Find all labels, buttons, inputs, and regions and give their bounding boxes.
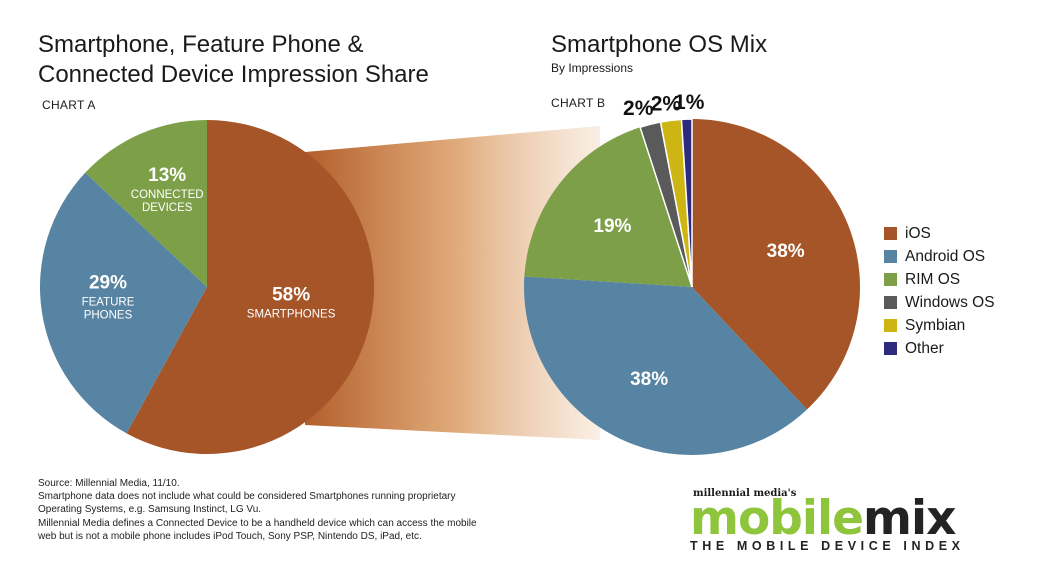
chart-a-title-line-2: Connected Device Impression Share (38, 61, 429, 88)
source-line-3: Operating Systems, e.g. Samsung Instinct… (38, 504, 262, 516)
chart-b-value-label-symbian: 2% (651, 93, 682, 116)
chart-b-value-label-other: 1% (674, 91, 705, 114)
legend-item-other: Other (884, 337, 995, 360)
legend-item-ios: iOS (884, 222, 995, 245)
source-line-2: Smartphone data does not include what co… (38, 491, 456, 503)
legend-label-android: Android OS (905, 247, 986, 265)
chart-b-slice-ios (692, 119, 860, 410)
logo-wordmark-mobile: mobile (690, 491, 864, 546)
chart-b-pie: 38%38%19%2%2%1% (523, 91, 860, 456)
chart-a-name-label-smartphones-1: SMARTPHONES (247, 309, 336, 321)
logo-company-name: millennial media's (693, 488, 797, 499)
legend-swatch-ios (884, 227, 897, 240)
chart-a-slice-feature-phones (40, 172, 208, 434)
chart-b-value-label-android-os: 38% (630, 369, 668, 390)
chart-a-title: Smartphone, Feature Phone & Connected De… (38, 30, 429, 90)
legend-item-android: Android OS (884, 245, 995, 268)
source-line-1: Source: Millennial Media, 11/10. (38, 478, 180, 489)
legend-label-ios: iOS (905, 224, 931, 242)
legend-swatch-symbian (884, 319, 897, 332)
chart-a-value-label-feature-phones: 29% (89, 273, 127, 294)
legend-label-symbian: Symbian (905, 316, 966, 334)
chart-a-label: CHART A (42, 98, 96, 112)
chart-a-name-label-connected-devices-2: DEVICES (142, 202, 193, 214)
logo-wordmark-mix: mix (863, 491, 956, 546)
chart-a-value-label-connected-devices: 13% (148, 165, 186, 186)
legend-swatch-windows (884, 296, 897, 309)
chart-a-name-label-connected-devices-1: CONNECTED (131, 189, 204, 201)
chart-b-slice-android-os (523, 276, 807, 456)
chart-b-slice-other (680, 118, 693, 288)
chart-b-value-label-ios: 38% (767, 241, 805, 262)
legend-swatch-rim (884, 273, 897, 286)
legend-label-rim: RIM OS (905, 270, 961, 288)
logo-wordmark: mobilemix (690, 495, 980, 542)
chart-a-slice-connected-devices (85, 119, 207, 287)
source-line-5: web but is not a mobile phone includes i… (38, 530, 422, 542)
legend-item-symbian: Symbian (884, 314, 995, 337)
legend-label-windows: Windows OS (905, 293, 995, 311)
legend-swatch-other (884, 342, 897, 355)
chart-b-legend: iOS Android OS RIM OS Windows OS Symbian… (884, 222, 995, 360)
chart-b-value-label-windows-os: 2% (623, 97, 654, 120)
legend-item-windows: Windows OS (884, 291, 995, 314)
legend-item-rim: RIM OS (884, 268, 995, 291)
chart-a-name-label-feature-phones-1: FEATURE (82, 297, 135, 309)
chart-a-slice-smartphones (126, 119, 375, 455)
source-line-4: Millennial Media defines a Connected Dev… (38, 517, 477, 529)
chart-b-title: Smartphone OS Mix (551, 31, 768, 58)
logo-tagline: THE MOBILE DEVICE INDEX (690, 539, 965, 553)
chart-b-subtitle: By Impressions (551, 61, 634, 75)
legend-swatch-android (884, 250, 897, 263)
legend-label-other: Other (905, 339, 944, 357)
chart-a-name-label-feature-phones-2: PHONES (84, 310, 133, 322)
source-note: Source: Millennial Media, 11/10. Smartph… (38, 477, 528, 543)
chart-a-title-line-1: Smartphone, Feature Phone & (38, 31, 364, 58)
chart-b-slice-rim-os (524, 127, 692, 287)
mobilemix-logo: millennial media's mobilemix THE MOBILE … (690, 488, 980, 553)
chart-b-label: CHART B (551, 96, 606, 110)
chart-b-value-label-rim-os: 19% (593, 216, 631, 237)
chart-connector (305, 126, 600, 440)
chart-a-value-label-smartphones: 58% (272, 285, 310, 306)
